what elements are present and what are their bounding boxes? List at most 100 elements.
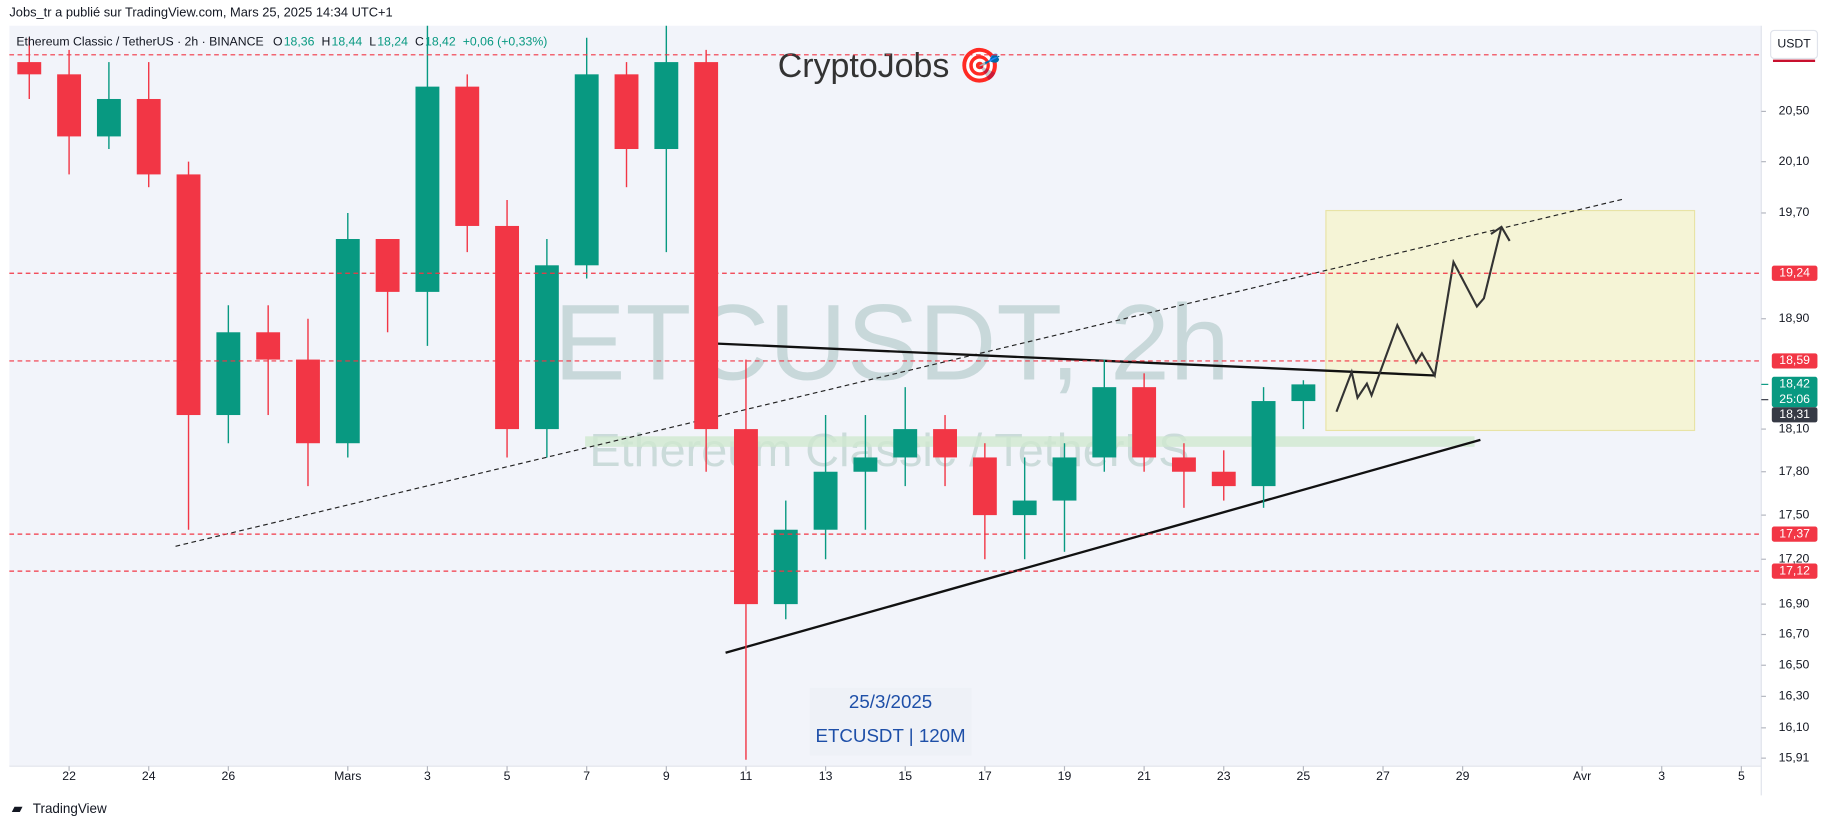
candle-body — [57, 74, 82, 137]
candle-body — [1211, 471, 1236, 487]
level-label: 17,37 — [1779, 526, 1810, 540]
target-zone — [1325, 209, 1696, 432]
x-tick-label: 5 — [504, 769, 511, 783]
level-label-bg — [1771, 353, 1818, 369]
y-tick-label: 16,30 — [1779, 689, 1810, 703]
y-tick-label: 17,20 — [1779, 551, 1810, 565]
y-tick-label: 20,10 — [1779, 154, 1810, 168]
candle-body — [694, 62, 719, 430]
candle-body — [574, 74, 599, 266]
currency-button[interactable] — [1770, 29, 1819, 60]
support-zone — [585, 436, 1475, 447]
candle-body — [893, 429, 918, 458]
candle-body — [136, 98, 161, 175]
candle-body — [734, 429, 758, 605]
candle-body — [495, 225, 520, 430]
candle-body — [654, 62, 679, 150]
y-tick-label: 18,90 — [1779, 311, 1810, 325]
candle-body — [256, 332, 281, 360]
x-tick-label: 11 — [740, 769, 753, 783]
annotation-date: 25/3/2025 — [849, 691, 932, 712]
candle-body — [1012, 500, 1037, 516]
ohlc-key: O — [273, 34, 283, 48]
trend-channel — [175, 198, 1625, 547]
candle-body — [534, 265, 559, 430]
projection-arrow — [1490, 225, 1511, 242]
ohlc-value: 18,24 — [377, 34, 408, 48]
x-tick-label: 22 — [62, 769, 76, 783]
footer-logo: ▰ — [12, 800, 23, 816]
level-label-bg — [1771, 563, 1818, 579]
ohlc-value: 18,44 — [332, 34, 363, 48]
ohlc-value: 18,42 — [425, 34, 456, 48]
candle-body — [1092, 387, 1117, 458]
brand: CryptoJobs 🎯 — [778, 47, 1001, 85]
x-tick-label: 25 — [1297, 769, 1311, 783]
candle-body — [375, 239, 400, 292]
currency[interactable]: USDT — [1777, 37, 1811, 51]
level-label-bg — [1771, 265, 1818, 281]
ohlc-key: C — [415, 34, 424, 48]
candle-body — [176, 174, 201, 416]
x-tick-label: 9 — [663, 769, 670, 783]
candle-body — [1291, 384, 1316, 402]
projection-path — [1335, 226, 1503, 413]
candle-body — [853, 457, 878, 472]
change: +0,06 (+0,33%) — [463, 34, 548, 48]
y-tick-label: 20,50 — [1779, 104, 1810, 118]
annotation-timeframe: ETCUSDT | 120M — [815, 725, 965, 746]
y-tick-label: 16,10 — [1779, 720, 1810, 734]
level-label: 18,59 — [1779, 353, 1810, 367]
attribution: Jobs_tr a publié sur TradingView.com, Ma… — [9, 4, 392, 19]
candle-body — [296, 359, 320, 444]
candle-body — [614, 74, 639, 150]
x-tick-label: 5 — [1738, 769, 1745, 783]
candle-body — [773, 529, 798, 605]
y-tick-label: 17,50 — [1779, 507, 1810, 521]
footer: TradingView — [33, 801, 107, 816]
y-tick-label: 15,91 — [1779, 750, 1810, 764]
x-tick-label: 3 — [424, 769, 431, 783]
brand-background — [763, 42, 1012, 94]
candle-body — [335, 239, 360, 444]
x-tick-label: 26 — [222, 769, 236, 783]
y-tick-label: 17,80 — [1779, 464, 1810, 478]
price-marker-label: 18,42 — [1779, 377, 1810, 391]
x-tick-label: 23 — [1217, 769, 1231, 783]
candle-body — [1132, 387, 1157, 458]
x-tick-label: 27 — [1376, 769, 1390, 783]
x-tick-label: 19 — [1058, 769, 1072, 783]
x-tick-label: Mars — [334, 769, 361, 783]
candle-body — [1052, 457, 1077, 501]
candle-body — [216, 332, 241, 416]
symbol: Ethereum Classic / TetherUS · 2h · BINAN… — [16, 34, 263, 48]
level-label: 19,24 — [1779, 266, 1810, 280]
price-marker-bg — [1771, 407, 1818, 423]
annotation-box — [809, 687, 972, 756]
y-tick-label: 19,70 — [1779, 205, 1810, 219]
x-tick-label: 13 — [819, 769, 833, 783]
resistance-line — [697, 341, 1435, 377]
watermark-name: Ethereum Classic / TetherUS — [589, 424, 1189, 476]
candle-body — [415, 86, 440, 292]
candle-body — [933, 429, 957, 458]
support-line — [725, 438, 1481, 654]
x-tick-label: 29 — [1456, 769, 1470, 783]
x-tick-label: 24 — [142, 769, 156, 783]
x-tick-label: 21 — [1137, 769, 1151, 783]
ohlc-key: H — [321, 34, 330, 48]
candle-body — [17, 62, 42, 75]
candle-body — [96, 98, 121, 137]
x-tick-label: Avr — [1573, 769, 1591, 783]
x-tick-label: 17 — [978, 769, 992, 783]
ohlc-key: L — [369, 34, 376, 48]
y-tick-label: 16,50 — [1779, 657, 1810, 671]
symbol-legend: Ethereum Classic / TetherUS · 2h · BINAN… — [16, 34, 547, 48]
x-tick-label: 15 — [898, 769, 912, 783]
plot-area — [17, 25, 1316, 760]
level-label-bg — [1771, 526, 1818, 542]
ohlc-value: 18,36 — [284, 34, 315, 48]
x-tick-label: 3 — [1658, 769, 1665, 783]
